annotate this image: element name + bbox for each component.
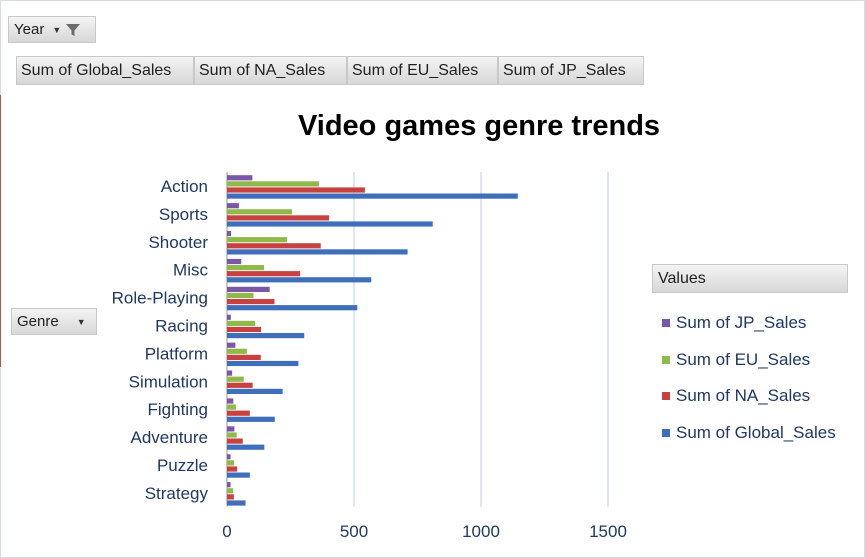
bar	[227, 333, 305, 339]
bar	[227, 404, 236, 410]
legend-item-eu-sales: Sum of EU_Sales	[652, 342, 848, 379]
legend-item-label: Sum of NA_Sales	[676, 386, 811, 406]
bar	[227, 444, 265, 450]
bar	[227, 370, 233, 376]
bar	[227, 215, 330, 221]
legend-swatch	[662, 428, 670, 437]
bar	[227, 203, 239, 209]
legend-item-jp-sales: Sum of JP_Sales	[652, 305, 848, 342]
value-button-eu-sales[interactable]: Sum of EU_Sales	[347, 56, 498, 85]
genre-field-label: Genre	[17, 313, 59, 330]
chevron-down-icon: ▼	[52, 24, 62, 35]
bar	[227, 466, 238, 472]
legend-item-label: Sum of EU_Sales	[676, 349, 811, 369]
legend-swatch	[662, 319, 670, 328]
bar	[227, 286, 270, 292]
sheet-edge-line	[0, 95, 1, 367]
bar	[227, 342, 236, 348]
legend-swatch	[662, 355, 670, 364]
bar	[227, 354, 261, 360]
chart-title: Video games genre trends	[298, 110, 660, 142]
value-button-na-sales[interactable]: Sum of NA_Sales	[194, 56, 347, 85]
bar	[227, 221, 433, 227]
bar	[227, 271, 301, 277]
bar	[227, 376, 244, 382]
bar	[227, 454, 231, 460]
category-label: Role-Playing	[112, 289, 208, 308]
bar	[227, 292, 254, 299]
bar	[227, 494, 234, 500]
genre-filter-button[interactable]: Genre ▼	[11, 308, 97, 335]
legend-header-label: Values	[658, 269, 706, 287]
bar	[227, 231, 232, 237]
bar	[227, 265, 265, 271]
bar	[227, 299, 275, 305]
category-label: Simulation	[129, 372, 208, 391]
value-button-label: Sum of JP_Sales	[503, 61, 626, 79]
bar	[227, 320, 256, 326]
category-label: Action	[161, 177, 208, 196]
category-label: Adventure	[131, 428, 209, 447]
bar	[227, 277, 372, 283]
legend-header[interactable]: Values	[652, 264, 848, 293]
bar	[227, 314, 231, 320]
legend-item-label: Sum of Global_Sales	[676, 422, 836, 442]
bar	[227, 500, 246, 506]
bar	[227, 175, 253, 181]
year-field-label: Year	[14, 21, 45, 38]
bar	[227, 398, 234, 404]
bar	[227, 209, 293, 215]
bar	[227, 438, 243, 444]
x-tick-label: 0	[222, 522, 231, 541]
bar	[227, 243, 321, 249]
value-button-label: Sum of NA_Sales	[199, 61, 326, 79]
category-label: Misc	[173, 261, 208, 280]
bar	[227, 460, 235, 466]
filter-icon	[65, 22, 81, 38]
bar	[227, 326, 262, 333]
bar	[227, 482, 231, 488]
category-label: Fighting	[148, 400, 208, 419]
bar	[227, 181, 319, 187]
legend: Values Sum of JP_Sales Sum of EU_Sales S…	[652, 264, 848, 451]
category-label: Strategy	[145, 484, 209, 503]
legend-item-global-sales: Sum of Global_Sales	[652, 415, 848, 452]
category-label: Racing	[155, 316, 208, 335]
x-tick-label: 1000	[462, 522, 500, 541]
bar	[227, 426, 235, 432]
category-label: Sports	[159, 205, 208, 224]
year-filter-button[interactable]: Year ▼	[8, 16, 96, 43]
bar	[227, 432, 237, 438]
bar	[227, 348, 247, 354]
category-label: Platform	[145, 344, 208, 363]
value-button-global-sales[interactable]: Sum of Global_Sales	[16, 56, 194, 85]
x-tick-label: 500	[340, 522, 368, 541]
bar	[227, 382, 253, 388]
bar	[227, 488, 234, 494]
value-button-jp-sales[interactable]: Sum of JP_Sales	[498, 56, 644, 85]
legend-item-label: Sum of JP_Sales	[676, 313, 807, 333]
bar	[227, 305, 358, 311]
bar	[227, 410, 250, 416]
bar	[227, 258, 242, 265]
x-tick-label: 1500	[589, 522, 627, 541]
category-label: Shooter	[148, 233, 208, 252]
bar	[227, 388, 283, 394]
chevron-down-icon: ▼	[76, 316, 86, 327]
value-button-label: Sum of EU_Sales	[352, 61, 479, 79]
category-label: Puzzle	[157, 456, 208, 475]
legend-swatch	[662, 392, 670, 401]
bar	[227, 187, 365, 193]
value-button-label: Sum of Global_Sales	[21, 61, 172, 79]
bar	[227, 472, 250, 478]
bar	[227, 237, 287, 243]
bar	[227, 360, 299, 367]
bar	[227, 416, 275, 422]
legend-item-na-sales: Sum of NA_Sales	[652, 378, 848, 415]
bar	[227, 249, 408, 255]
bar	[227, 193, 518, 199]
